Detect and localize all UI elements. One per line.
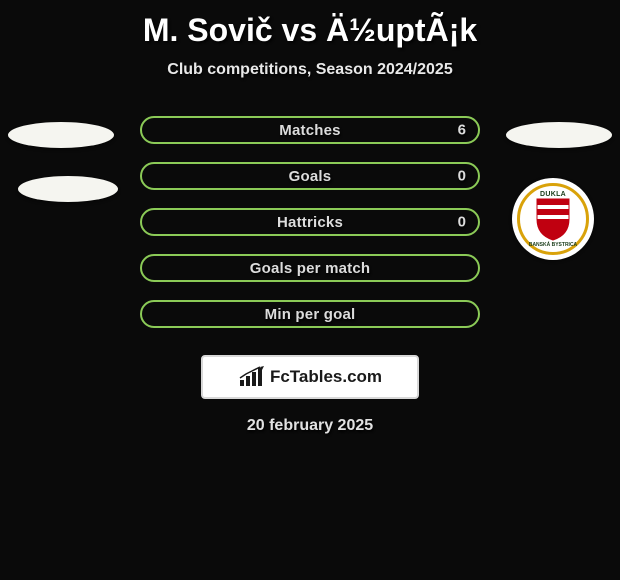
stat-row: Goals 0 [0, 153, 620, 199]
stats-list: Matches 6 Goals 0 Hattricks 0 Goals per … [0, 107, 620, 337]
stat-pill-goals: Goals 0 [140, 162, 480, 190]
stat-label: Hattricks [277, 214, 343, 231]
stat-row: Min per goal [0, 291, 620, 337]
bar-chart-icon [238, 366, 266, 388]
stat-pill-hattricks: Hattricks 0 [140, 208, 480, 236]
watermark-text: FcTables.com [270, 367, 382, 387]
stat-pill-goals-per-match: Goals per match [140, 254, 480, 282]
page-title: M. Sovič vs Ä½uptÃ¡k [0, 12, 620, 49]
stat-label: Min per goal [265, 306, 356, 323]
watermark-inner: FcTables.com [238, 366, 382, 388]
stat-pill-matches: Matches 6 [140, 116, 480, 144]
stat-pill-min-per-goal: Min per goal [140, 300, 480, 328]
date-text: 20 february 2025 [0, 417, 620, 435]
stat-right-value: 6 [458, 122, 466, 139]
stat-row: Goals per match [0, 245, 620, 291]
page-subtitle: Club competitions, Season 2024/2025 [0, 61, 620, 79]
stat-label: Matches [279, 122, 340, 139]
stat-label: Goals per match [250, 260, 371, 277]
watermark-box[interactable]: FcTables.com [201, 355, 419, 399]
stat-row: Matches 6 [0, 107, 620, 153]
stat-right-value: 0 [458, 214, 466, 231]
stat-row: Hattricks 0 [0, 199, 620, 245]
comparison-card: M. Sovič vs Ä½uptÃ¡k Club competitions, … [0, 0, 620, 580]
stat-label: Goals [289, 168, 332, 185]
stat-right-value: 0 [458, 168, 466, 185]
